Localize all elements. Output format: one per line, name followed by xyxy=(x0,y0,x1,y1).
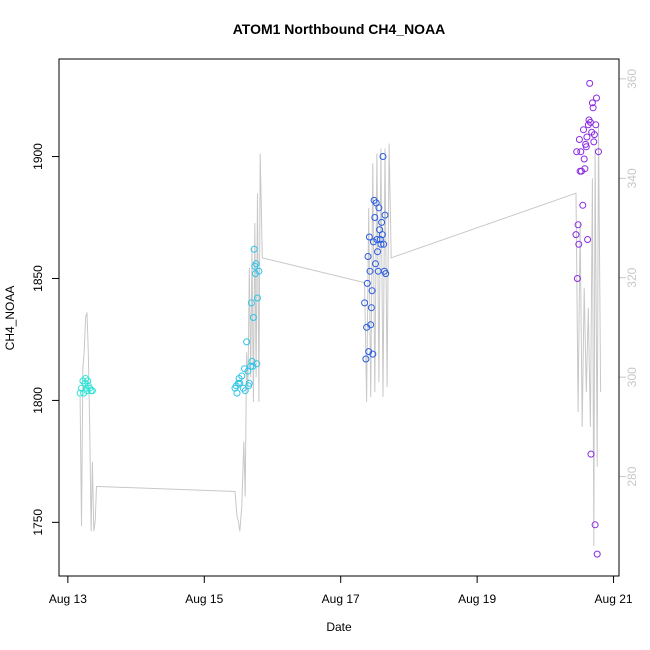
y-tick-label: 1750 xyxy=(31,509,45,536)
data-point xyxy=(255,267,263,275)
data-point xyxy=(587,450,595,458)
data-point xyxy=(589,104,597,112)
data-point xyxy=(369,238,377,246)
data-point xyxy=(583,133,591,141)
data-point xyxy=(584,236,592,243)
data-point xyxy=(595,148,602,156)
data-point xyxy=(582,143,590,151)
points-layer xyxy=(76,79,602,558)
data-point xyxy=(245,379,253,387)
data-point xyxy=(363,279,371,287)
data-point xyxy=(88,387,96,395)
right-axis-tick-label: 340 xyxy=(625,168,639,188)
data-point xyxy=(573,275,581,282)
data-point xyxy=(593,550,601,558)
data-point xyxy=(367,304,375,312)
y-tick-label: 1800 xyxy=(31,387,45,414)
data-point xyxy=(577,148,585,156)
data-point xyxy=(368,287,376,295)
chart-title: ATOM1 Northbound CH4_NOAA xyxy=(233,21,446,37)
data-point xyxy=(84,377,92,385)
data-point xyxy=(591,521,599,529)
data-point xyxy=(76,389,84,397)
x-axis-label: Date xyxy=(326,620,352,634)
data-point xyxy=(366,267,374,275)
data-point xyxy=(580,126,587,134)
data-point xyxy=(372,260,379,268)
data-point xyxy=(241,387,249,395)
data-point xyxy=(362,355,370,363)
x-tick-label: Aug 15 xyxy=(185,592,223,606)
data-point xyxy=(374,248,381,256)
data-point xyxy=(590,138,598,146)
right-axis-tick-label: 360 xyxy=(625,69,639,89)
data-point xyxy=(379,153,387,160)
data-point xyxy=(586,79,594,87)
data-point xyxy=(580,155,588,163)
right-axis-series-layer xyxy=(79,123,602,547)
data-point xyxy=(573,148,581,156)
data-point xyxy=(575,136,583,143)
x-tick-label: Aug 17 xyxy=(322,592,360,606)
x-tick-label: Aug 21 xyxy=(595,592,633,606)
data-point xyxy=(367,321,375,329)
data-point xyxy=(380,240,388,248)
data-point xyxy=(243,338,251,346)
data-point xyxy=(378,218,386,226)
data-point xyxy=(574,221,582,229)
plot-frame xyxy=(58,58,620,577)
data-point xyxy=(581,165,589,173)
y-axis-label: CH4_NOAA xyxy=(3,286,17,351)
right-axis-tick-label: 320 xyxy=(625,267,639,287)
data-point xyxy=(381,211,389,219)
data-point xyxy=(247,362,255,370)
data-point xyxy=(238,372,246,380)
data-point xyxy=(590,131,598,139)
y-tick-label: 1850 xyxy=(31,265,45,292)
data-point xyxy=(249,314,257,321)
altitude-line xyxy=(79,123,602,547)
data-point xyxy=(377,240,385,248)
data-point xyxy=(365,233,373,241)
right-axis-tick-label: 280 xyxy=(625,466,639,486)
data-point xyxy=(254,294,261,302)
data-point xyxy=(592,121,600,129)
x-tick-label: Aug 13 xyxy=(49,592,87,606)
data-point xyxy=(375,204,383,212)
x-tick-label: Aug 19 xyxy=(458,592,496,606)
data-point xyxy=(373,236,381,243)
data-point xyxy=(378,231,386,239)
data-point xyxy=(236,379,244,387)
data-point xyxy=(575,240,583,248)
data-point xyxy=(371,214,379,221)
data-point xyxy=(252,260,260,268)
data-point xyxy=(364,253,372,260)
data-point xyxy=(247,299,255,307)
axes-layer: Aug 13 Aug 15 Aug 17 Aug 19 Aug 21 1750 1800 18… xyxy=(31,69,639,606)
data-point xyxy=(382,270,390,278)
right-axis-tick-label: 300 xyxy=(625,367,639,387)
data-point xyxy=(369,350,377,358)
y-tick-label: 1900 xyxy=(31,143,45,170)
data-point xyxy=(233,389,241,397)
data-point xyxy=(253,360,261,368)
data-point xyxy=(251,270,259,278)
data-point xyxy=(593,94,600,102)
data-point xyxy=(572,231,580,239)
data-point xyxy=(250,245,258,253)
data-point xyxy=(588,99,596,107)
data-point xyxy=(361,299,369,307)
data-point xyxy=(579,201,587,209)
